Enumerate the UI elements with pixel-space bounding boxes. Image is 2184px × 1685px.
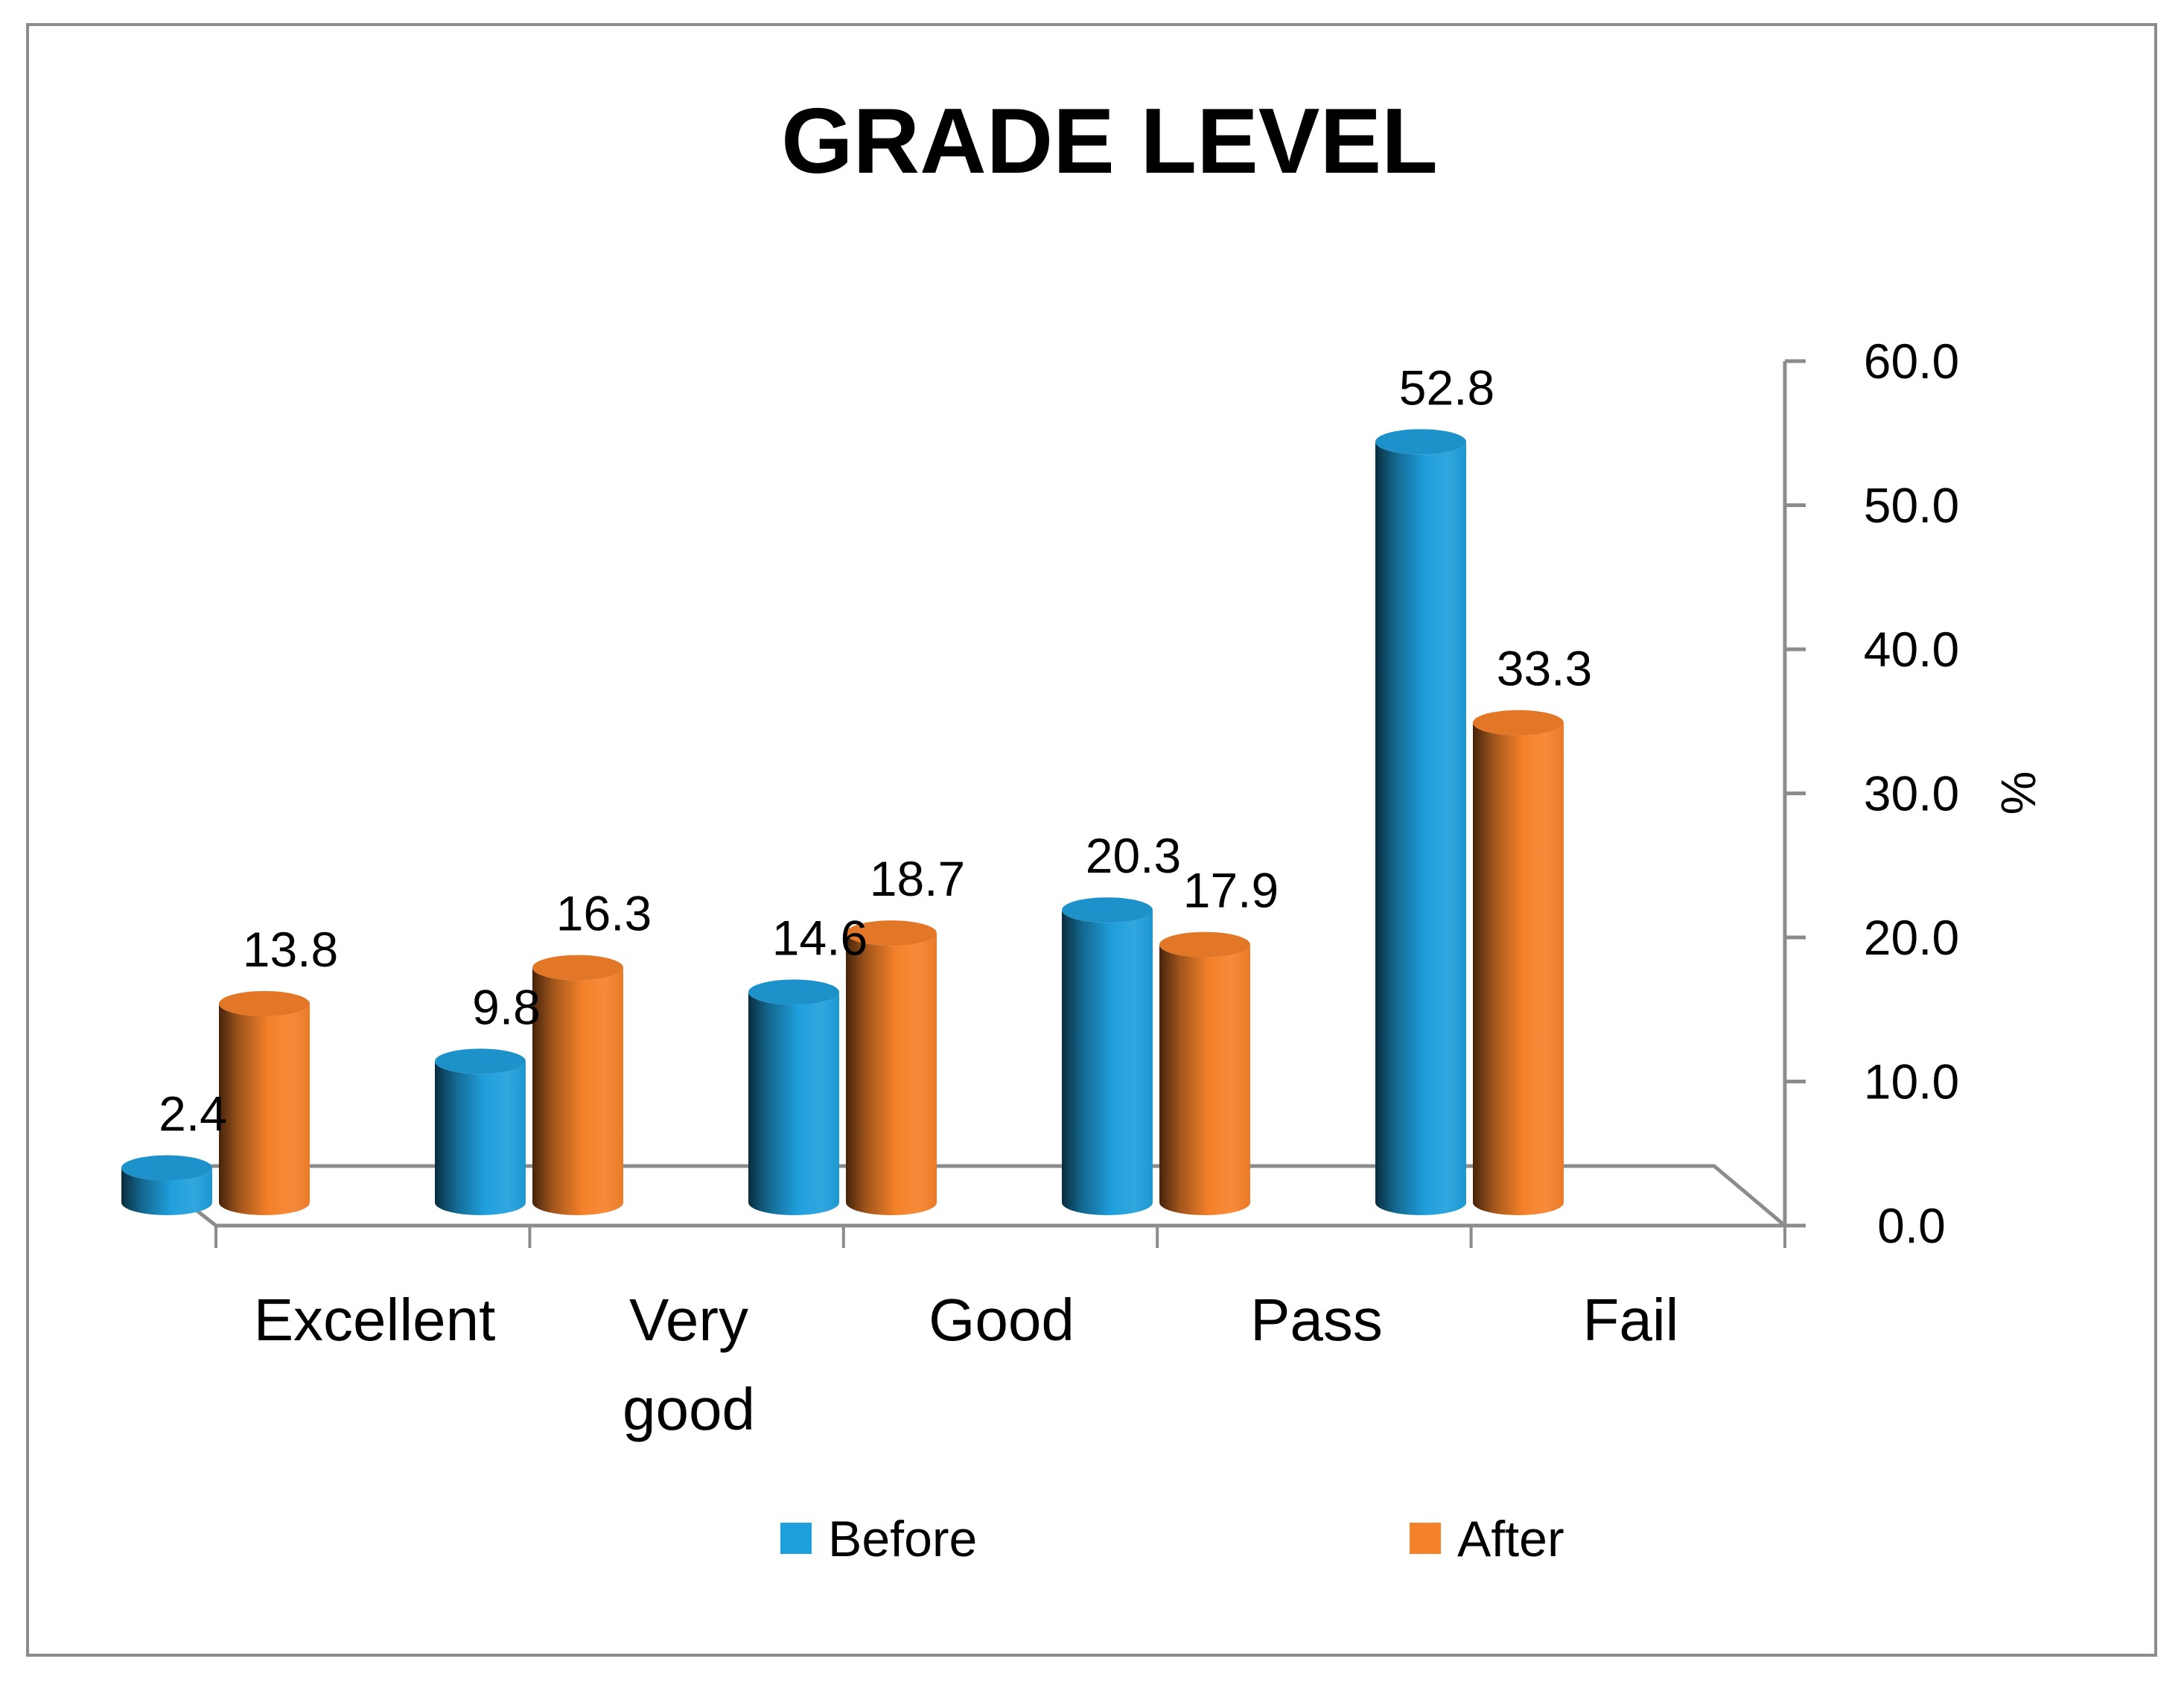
bar-top [1062, 897, 1153, 923]
category-label: good [623, 1376, 755, 1442]
data-label: 2.4 [159, 1086, 227, 1141]
bar-body [121, 1168, 212, 1215]
bar-top [435, 1048, 526, 1074]
y-tick-label: 10.0 [1864, 1054, 1959, 1109]
category-label: Pass [1250, 1287, 1383, 1353]
bar-before-4 [1375, 429, 1466, 1215]
bar-before-3 [1062, 897, 1153, 1215]
bar-body [435, 1061, 526, 1215]
category-label: Excellent [254, 1287, 496, 1353]
legend-swatch [1410, 1523, 1441, 1554]
bar-top [1473, 710, 1564, 736]
bar-before-0 [121, 1155, 212, 1215]
data-label: 52.8 [1399, 360, 1494, 415]
data-label: 13.8 [243, 922, 338, 977]
y-axis: 0.0 10.0 20.0 30.0 40.0 50.0 60.0% [1783, 334, 2046, 1253]
bar-body [1473, 722, 1564, 1215]
legend-item-after: After [1410, 1511, 1564, 1567]
data-label: 20.3 [1086, 828, 1181, 883]
y-axis-label: % [1991, 771, 2046, 815]
value-labels: 2.4 13.8 9.8 16.3 14.618.7 20.317.9 52.8 33.3 [159, 360, 1592, 1141]
y-tick-label: 40.0 [1864, 622, 1959, 677]
bar-body [748, 992, 839, 1215]
y-tick-label: 0.0 [1877, 1198, 1946, 1253]
bars [121, 429, 1564, 1215]
y-tick-label: 50.0 [1864, 478, 1959, 533]
bar-body [532, 967, 623, 1215]
category-label: Very [629, 1287, 748, 1353]
bar-top [532, 955, 623, 981]
legend-label: Before [828, 1511, 977, 1567]
bar-top [748, 979, 839, 1005]
bar-body [1375, 442, 1466, 1215]
bar-top [121, 1155, 212, 1181]
data-label: 33.3 [1497, 641, 1592, 696]
bar-before-2 [748, 979, 839, 1215]
data-label: 17.9 [1183, 863, 1279, 918]
bar-body [219, 1003, 310, 1215]
bar-after-2 [846, 920, 937, 1215]
bar-after-1 [532, 955, 623, 1215]
y-tick-label: 20.0 [1864, 910, 1959, 965]
bar-top [1375, 429, 1466, 455]
legend-item-before: Before [780, 1511, 977, 1567]
data-label: 9.8 [472, 979, 541, 1034]
bar-after-3 [1159, 931, 1250, 1215]
chart-title: GRADE LEVEL [781, 90, 1438, 193]
bar-before-1 [435, 1048, 526, 1215]
y-tick-label: 30.0 [1864, 766, 1959, 821]
category-labels: Excellent Very good Good Pass Fail [254, 1287, 1679, 1442]
chart-frame [26, 23, 2157, 1657]
bar-after-0 [219, 990, 310, 1215]
bar-body [1159, 944, 1250, 1215]
bar-after-4 [1473, 710, 1564, 1215]
data-label: 16.3 [556, 886, 652, 941]
data-label: 18.7 [870, 851, 965, 906]
legend-swatch [780, 1523, 812, 1554]
category-label: Fail [1583, 1287, 1679, 1353]
legend: Before After [780, 1511, 1564, 1567]
bar-body [1062, 910, 1153, 1215]
category-label: Good [929, 1287, 1075, 1353]
bar-top [219, 990, 310, 1016]
bar-top [846, 920, 937, 946]
y-tick-label: 60.0 [1864, 334, 1959, 389]
bar-body [846, 933, 937, 1215]
bar-top [1159, 931, 1250, 958]
data-label: 14.6 [772, 910, 867, 965]
legend-label: After [1457, 1511, 1564, 1567]
